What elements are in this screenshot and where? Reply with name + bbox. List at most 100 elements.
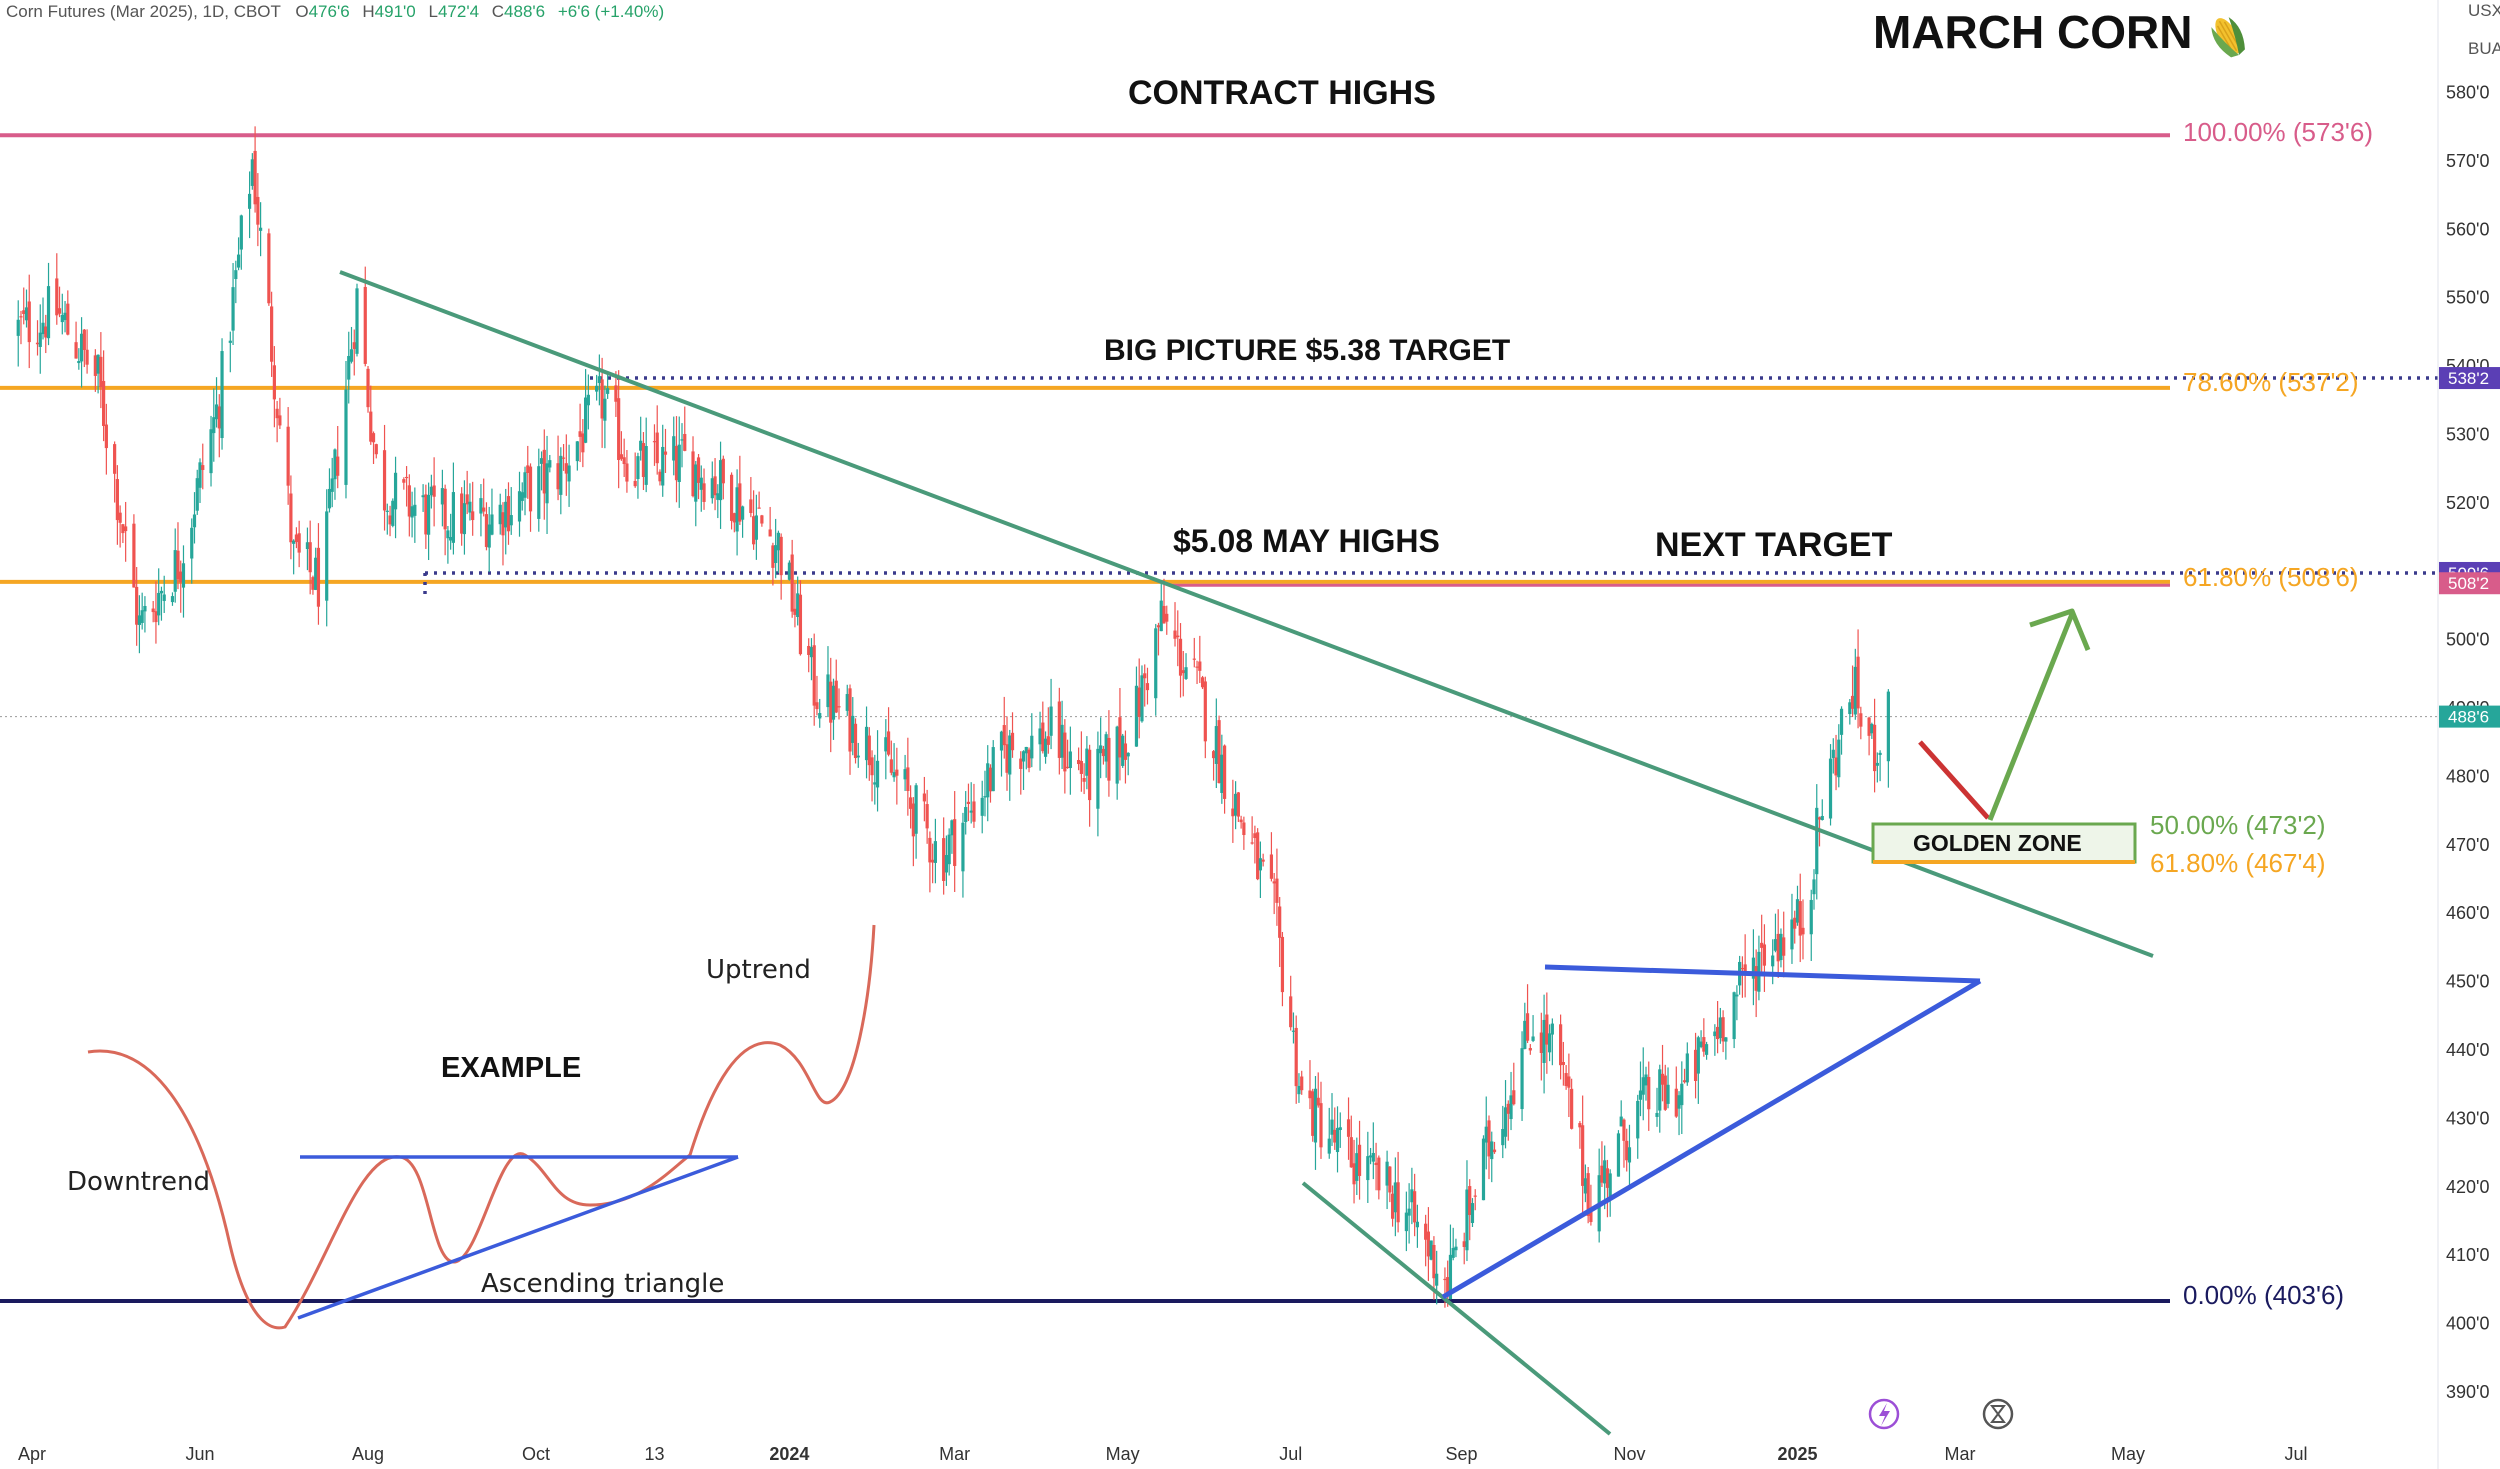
candle-body <box>270 306 274 362</box>
time-axis[interactable]: Apr Jun Aug Oct 13 2024 Mar May Jul Sep Nov 2025 Mar… <box>18 1444 2308 1464</box>
candle-body <box>1121 735 1125 766</box>
candle-body <box>928 837 932 863</box>
candle-body <box>214 404 219 420</box>
candle-body <box>1448 1254 1453 1300</box>
candle-body <box>1008 735 1012 775</box>
candle-body <box>961 822 965 872</box>
candle-body <box>1735 994 1739 997</box>
candle-body <box>82 329 86 350</box>
candle-body <box>732 513 736 523</box>
x-tick-label: Sep <box>1445 1444 1477 1464</box>
candle-body <box>1547 1033 1552 1053</box>
candle-body <box>1638 1090 1643 1100</box>
candle-body <box>1655 1112 1659 1117</box>
candle-body <box>867 735 871 766</box>
candle-body <box>933 841 937 863</box>
candle-body <box>468 501 472 513</box>
y-tick-label: 470'0 <box>2446 835 2489 855</box>
candle-body <box>460 493 464 534</box>
candle-body <box>247 193 252 209</box>
candle-body <box>1492 1149 1497 1153</box>
candle-body <box>1330 1119 1334 1135</box>
candle-body <box>537 466 541 519</box>
candle-body <box>1349 1137 1353 1168</box>
candle-body <box>1272 881 1276 884</box>
candle-body <box>1454 1246 1458 1251</box>
candle-body <box>1066 766 1070 769</box>
candle-body <box>297 533 301 553</box>
candle-body <box>1057 701 1061 758</box>
candle-body <box>272 365 276 400</box>
lightning-icon[interactable] <box>1868 1398 1900 1430</box>
candle-body <box>1041 722 1045 752</box>
candle-body <box>1600 1165 1604 1183</box>
candle-body <box>1743 964 1747 974</box>
candle-body <box>1275 878 1279 903</box>
golden-zone-label: GOLDEN ZONE <box>1913 830 2082 856</box>
candle-body <box>333 449 337 480</box>
candle-body <box>1581 1125 1585 1186</box>
candle-body <box>1443 1278 1447 1281</box>
candle-body <box>1528 1048 1532 1051</box>
triangle-bottom-line <box>1441 978 1982 1300</box>
candle-body <box>228 340 232 343</box>
candle-body <box>336 456 340 476</box>
candle-body <box>559 455 563 495</box>
candle-body <box>190 527 194 559</box>
candle-body <box>162 594 166 601</box>
y-tick-label: 450'0 <box>2446 972 2489 992</box>
candle-body <box>355 288 359 354</box>
low-value: 472'4 <box>438 2 479 21</box>
candle-body <box>1793 917 1797 929</box>
candle-body <box>1079 760 1083 774</box>
candle-body <box>325 511 329 601</box>
candle-body <box>198 462 202 488</box>
candle-body <box>104 424 108 449</box>
candle-body <box>1313 1088 1318 1143</box>
candle-body <box>1346 1119 1351 1137</box>
candle-body <box>1465 1189 1469 1251</box>
candle-body <box>1162 605 1166 624</box>
candle-body <box>1446 1277 1450 1297</box>
unit-label: BUA <box>2468 39 2500 58</box>
candle-body <box>986 763 990 798</box>
candle-body <box>641 443 646 477</box>
candle-body <box>1870 723 1874 734</box>
candle-body <box>856 755 860 758</box>
candle-body <box>600 379 604 419</box>
candle-body <box>1815 807 1819 875</box>
triangle-top-line <box>1544 964 1981 984</box>
candle-body <box>217 406 221 429</box>
candle-body <box>1038 728 1042 745</box>
candle-body <box>1713 1031 1717 1037</box>
candle-body <box>1115 726 1119 784</box>
x-tick-label: Oct <box>522 1444 550 1464</box>
hourglass-icon[interactable] <box>1982 1398 2014 1430</box>
candle-body <box>327 488 332 509</box>
candle-body <box>1740 967 1744 970</box>
x-tick-label: 13 <box>644 1444 664 1464</box>
candle-body <box>159 590 164 594</box>
candle-body <box>1181 670 1185 674</box>
candle-body <box>1435 1273 1439 1286</box>
candle-body <box>1660 1073 1665 1085</box>
candle-body <box>1156 625 1161 628</box>
candle-body <box>798 594 803 655</box>
price-axis[interactable]: 390'0 400'0 410'0 420'0 430'0 440'0 450'0 460'0… <box>2437 0 2500 1469</box>
low-label: L <box>428 2 437 21</box>
candle-body <box>443 488 447 530</box>
candle-body <box>212 417 216 434</box>
candle-body <box>1140 675 1144 722</box>
candle-body <box>1473 1195 1477 1197</box>
candle-body <box>873 782 877 785</box>
candle-body <box>27 301 31 343</box>
candle-body <box>181 563 186 588</box>
candle-body <box>404 476 409 479</box>
candle-body <box>1253 833 1257 839</box>
change-value: +6'6 (+1.40%) <box>558 2 664 21</box>
candle-body <box>581 433 585 453</box>
candle-body <box>140 610 144 623</box>
contract-highs-label: CONTRACT HIGHS <box>1128 74 1436 112</box>
